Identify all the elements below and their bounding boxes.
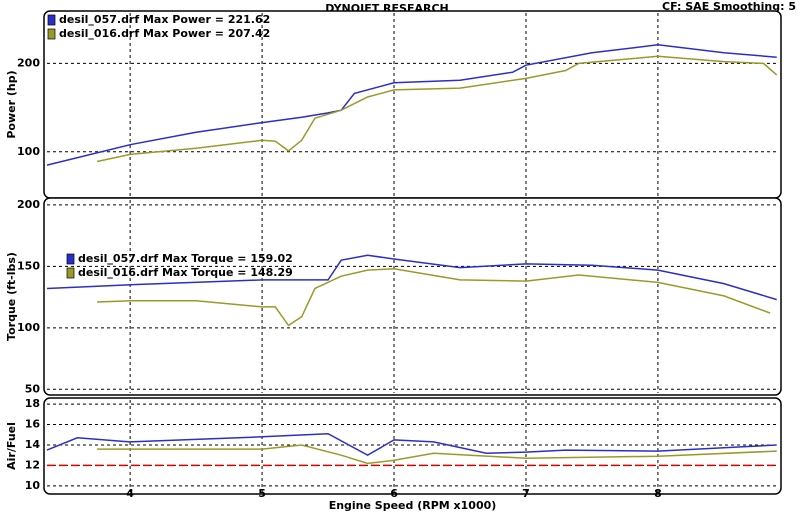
- y-tick-label: 200: [17, 198, 40, 211]
- series-line: [46, 432, 777, 457]
- settings: CF: SAE Smoothing: 5: [662, 0, 796, 13]
- y-tick-label: 100: [17, 321, 40, 334]
- legend-swatch: [47, 14, 56, 26]
- x-tick-label: 8: [654, 487, 662, 500]
- series-line: [97, 268, 771, 327]
- legend-swatch: [47, 28, 56, 40]
- series-line: [46, 254, 777, 301]
- x-axis-label: Engine Speed (RPM x1000): [329, 499, 497, 512]
- series-line: [97, 444, 777, 465]
- y-axis-label: Power (hp): [5, 70, 18, 138]
- legend-swatch: [66, 253, 75, 265]
- x-tick-label: 5: [258, 487, 266, 500]
- y-axis-label: Torque (ft-lbs): [5, 252, 18, 341]
- series-line: [96, 55, 778, 163]
- legend-swatch: [66, 267, 75, 279]
- x-tick-label: 4: [126, 487, 134, 500]
- legend-label: desil_016.drf Max Power = 207.42: [59, 27, 270, 40]
- y-tick-label: 10: [25, 479, 41, 492]
- legend-label: desil_057.drf Max Torque = 159.02: [78, 252, 293, 265]
- y-tick-label: 18: [25, 397, 40, 410]
- y-tick-label: 100: [17, 145, 40, 158]
- legend-label: desil_016.drf Max Torque = 148.29: [78, 266, 293, 279]
- y-tick-label: 150: [17, 259, 40, 272]
- panel: [43, 397, 782, 495]
- y-tick-label: 16: [25, 418, 41, 431]
- x-tick-label: 7: [522, 487, 530, 500]
- y-tick-label: 200: [17, 56, 40, 69]
- series-line: [46, 44, 777, 166]
- x-tick-label: 6: [390, 487, 398, 500]
- panel: [43, 197, 782, 396]
- y-tick-label: 14: [25, 438, 41, 451]
- y-tick-label: 50: [25, 382, 41, 395]
- legend-label: desil_057.drf Max Power = 221.62: [59, 13, 270, 26]
- y-axis-label: Air/Fuel: [5, 422, 18, 470]
- y-tick-label: 12: [25, 458, 40, 471]
